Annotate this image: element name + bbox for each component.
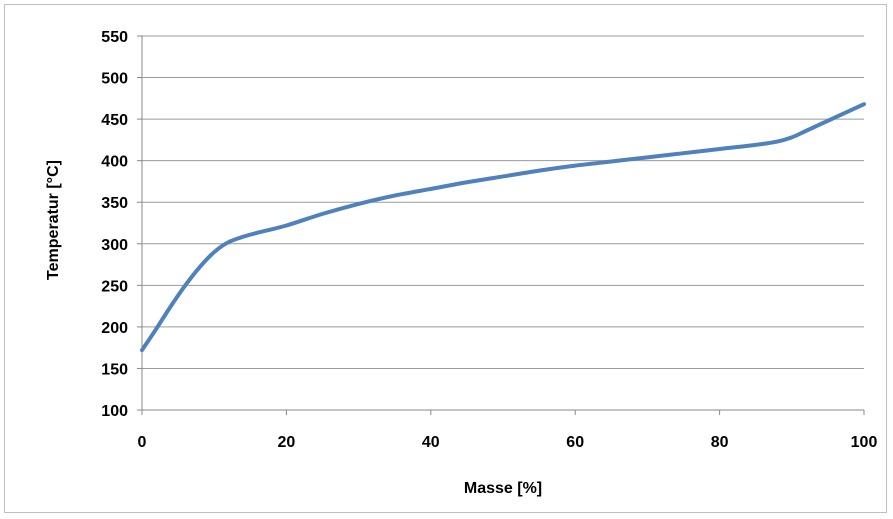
axes (137, 35, 865, 415)
y-tick-label-300: 300 (101, 237, 128, 254)
gridlines (142, 35, 864, 369)
y-tick-label-350: 350 (101, 195, 128, 212)
x-tick-label-100: 100 (851, 434, 878, 451)
chart-frame (4, 4, 887, 513)
y-tick-label-150: 150 (101, 361, 128, 378)
y-tick-labels: 100 150 200 250 300 350 400 450 500 550 (101, 29, 128, 420)
x-tick-label-20: 20 (278, 434, 296, 451)
y-tick-label-200: 200 (101, 320, 128, 337)
y-tick-label-550: 550 (101, 29, 128, 46)
y-axis-title: Temperatur [°C] (45, 160, 62, 280)
x-axis-title: Masse [%] (464, 480, 542, 497)
x-tick-label-60: 60 (566, 434, 584, 451)
y-tick-label-250: 250 (101, 278, 128, 295)
series-layer (140, 102, 866, 353)
x-tick-label-40: 40 (422, 434, 440, 451)
y-tick-label-450: 450 (101, 112, 128, 129)
y-tick-label-500: 500 (101, 71, 128, 88)
x-tick-labels: 0 20 40 60 80 100 (138, 434, 878, 451)
x-tick-label-80: 80 (711, 434, 729, 451)
series-line-0 (140, 102, 866, 353)
y-tick-label-100: 100 (101, 403, 128, 420)
x-tick-label-0: 0 (138, 434, 147, 451)
y-tick-label-400: 400 (101, 154, 128, 171)
